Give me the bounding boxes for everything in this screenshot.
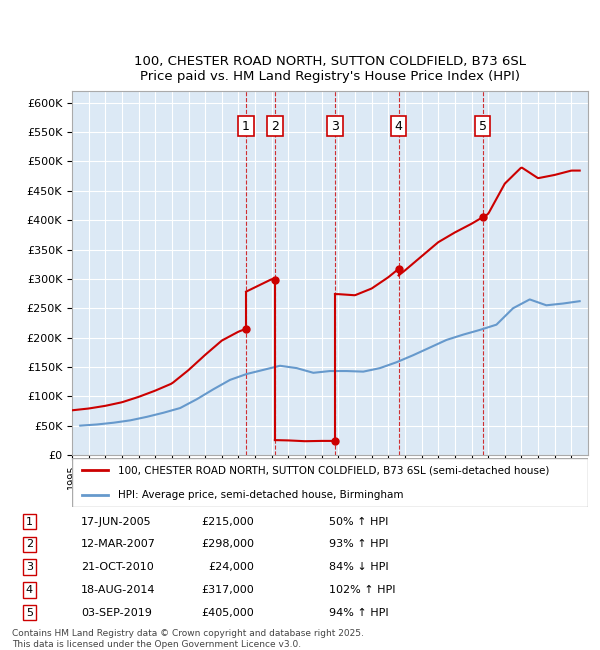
Text: 5: 5 bbox=[479, 120, 487, 133]
Text: 100, CHESTER ROAD NORTH, SUTTON COLDFIELD, B73 6SL (semi-detached house): 100, CHESTER ROAD NORTH, SUTTON COLDFIEL… bbox=[118, 465, 550, 475]
Text: 2: 2 bbox=[271, 120, 279, 133]
Text: 18-AUG-2014: 18-AUG-2014 bbox=[81, 585, 155, 595]
Text: Contains HM Land Registry data © Crown copyright and database right 2025.
This d: Contains HM Land Registry data © Crown c… bbox=[12, 629, 364, 649]
Text: 102% ↑ HPI: 102% ↑ HPI bbox=[329, 585, 395, 595]
Text: £317,000: £317,000 bbox=[201, 585, 254, 595]
Text: 84% ↓ HPI: 84% ↓ HPI bbox=[329, 562, 388, 572]
Text: HPI: Average price, semi-detached house, Birmingham: HPI: Average price, semi-detached house,… bbox=[118, 490, 404, 500]
Text: 2: 2 bbox=[26, 540, 33, 549]
Text: £405,000: £405,000 bbox=[201, 608, 254, 617]
Text: £298,000: £298,000 bbox=[201, 540, 254, 549]
Text: 03-SEP-2019: 03-SEP-2019 bbox=[81, 608, 152, 617]
Text: 1: 1 bbox=[26, 517, 33, 526]
Text: 12-MAR-2007: 12-MAR-2007 bbox=[81, 540, 156, 549]
Text: 94% ↑ HPI: 94% ↑ HPI bbox=[329, 608, 388, 617]
Text: 4: 4 bbox=[395, 120, 403, 133]
Text: 50% ↑ HPI: 50% ↑ HPI bbox=[329, 517, 388, 526]
FancyBboxPatch shape bbox=[72, 458, 588, 507]
Text: 1: 1 bbox=[242, 120, 250, 133]
Text: £24,000: £24,000 bbox=[208, 562, 254, 572]
Text: 93% ↑ HPI: 93% ↑ HPI bbox=[329, 540, 388, 549]
Text: 21-OCT-2010: 21-OCT-2010 bbox=[81, 562, 154, 572]
Title: 100, CHESTER ROAD NORTH, SUTTON COLDFIELD, B73 6SL
Price paid vs. HM Land Regist: 100, CHESTER ROAD NORTH, SUTTON COLDFIEL… bbox=[134, 55, 526, 83]
Text: 3: 3 bbox=[26, 562, 33, 572]
Text: 4: 4 bbox=[26, 585, 33, 595]
Text: 3: 3 bbox=[331, 120, 339, 133]
Text: 17-JUN-2005: 17-JUN-2005 bbox=[81, 517, 152, 526]
Text: £215,000: £215,000 bbox=[201, 517, 254, 526]
Text: 5: 5 bbox=[26, 608, 33, 617]
